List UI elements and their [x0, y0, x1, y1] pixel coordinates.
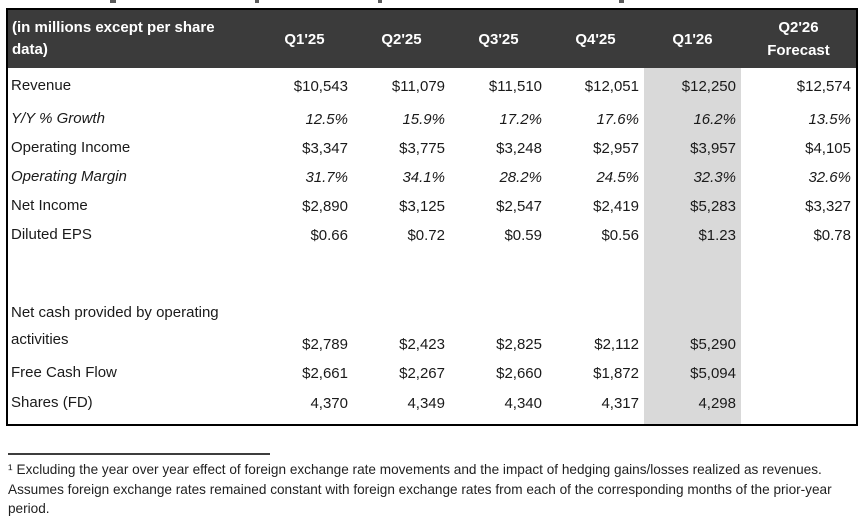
table-row: Shares (FD) 4,370 4,349 4,340 4,317 4,29…	[8, 388, 856, 418]
cell-q3-25: 28.2%	[499, 169, 542, 186]
cell-q4-25: $0.56	[601, 227, 639, 244]
cell-q2-26-forecast: $4,105	[805, 140, 851, 157]
cropped-text-remnant	[619, 0, 624, 3]
table-bottom-padding	[8, 418, 856, 424]
table-row: Net Income $2,890 $3,125 $2,547 $2,419 $…	[8, 192, 856, 221]
cell-q2-25: $2,267	[399, 364, 445, 382]
cell-q1-25: 4,370	[310, 394, 348, 412]
table-row: Y/Y % Growth 12.5% 15.9% 17.2% 17.6% 16.…	[8, 105, 856, 134]
cell-q1-26: $5,283	[690, 198, 736, 215]
cell-q1-26: $5,290	[690, 336, 736, 353]
footnote-divider	[8, 453, 270, 455]
cell-q2-25: 34.1%	[402, 169, 445, 186]
cell-q2-25: $2,423	[399, 336, 445, 353]
cell-q4-25: $1,872	[593, 364, 639, 382]
cell-q2-25: $0.72	[407, 227, 445, 244]
cell-q2-26-forecast: 13.5%	[808, 111, 851, 128]
cell-q1-25: $2,661	[302, 364, 348, 382]
cropped-text-remnant	[378, 0, 382, 3]
cell-q4-25: $2,112	[594, 336, 639, 353]
header-q1-25: Q1'25	[284, 30, 325, 48]
cell-q1-25: $2,789	[302, 336, 348, 353]
cell-q3-25: $2,547	[496, 198, 542, 215]
header-q1-26: Q1'26	[672, 30, 713, 48]
cell-q2-25: 4,349	[407, 394, 445, 412]
header-q2-26-forecast: Q2'26 Forecast	[741, 10, 856, 68]
cell-q1-26: $5,094	[690, 364, 736, 382]
cell-q1-26: $3,957	[690, 140, 736, 157]
table-body: Revenue $10,543 $11,079 $11,510 $12,051 …	[8, 68, 856, 424]
header-q2-26-forecast-label: Q2'26 Forecast	[767, 18, 830, 59]
cell-q3-25: $2,825	[496, 336, 542, 353]
cell-q4-25: 17.6%	[596, 111, 639, 128]
table-row: Net cash provided by operating activitie…	[8, 296, 856, 358]
cell-q4-25: $2,419	[593, 198, 639, 215]
table-row	[8, 250, 856, 296]
cell-q2-26-forecast: 32.6%	[808, 169, 851, 186]
cell-q3-25: $2,660	[496, 364, 542, 382]
row-label: Operating Margin	[11, 168, 127, 186]
cell-q2-25: 15.9%	[402, 111, 445, 128]
cell-q3-25: 4,340	[504, 394, 542, 412]
cell-q2-26-forecast: $3,327	[805, 198, 851, 215]
cell-q1-26: 16.2%	[693, 111, 736, 128]
cell-q2-26-forecast: $0.78	[813, 227, 851, 244]
footnote: ¹ Excluding the year over year effect of …	[8, 460, 854, 519]
cell-q4-25: $2,957	[593, 140, 639, 157]
table-row: Operating Income $3,347 $3,775 $3,248 $2…	[8, 134, 856, 163]
financial-summary-table: (in millions except per share data) Q1'2…	[6, 8, 858, 426]
cell-q4-25: $12,051	[584, 78, 639, 95]
cell-q4-25: 24.5%	[596, 169, 639, 186]
cell-q3-25: $0.59	[504, 227, 542, 244]
table-row: Free Cash Flow $2,661 $2,267 $2,660 $1,8…	[8, 358, 856, 388]
cell-q1-25: $10,543	[293, 78, 348, 95]
header-q2-25: Q2'25	[381, 30, 422, 48]
cell-q3-25: $3,248	[496, 140, 542, 157]
table-row: Operating Margin 31.7% 34.1% 28.2% 24.5%…	[8, 163, 856, 192]
cell-q1-26: 32.3%	[693, 169, 736, 186]
cell-q1-26: 4,298	[698, 394, 736, 412]
cell-q1-25: 31.7%	[305, 169, 348, 186]
row-label: Shares (FD)	[11, 393, 93, 411]
cell-q4-25: 4,317	[601, 394, 639, 412]
cell-q2-26-forecast: $12,574	[796, 78, 851, 95]
cell-q2-25: $11,079	[391, 78, 445, 95]
cell-q1-25: 12.5%	[305, 111, 348, 128]
cell-q2-25: $3,125	[399, 198, 445, 215]
header-q3-25: Q3'25	[478, 30, 519, 48]
cell-q1-25: $0.66	[310, 227, 348, 244]
q1-26-highlight-band	[644, 68, 741, 424]
row-label: Operating Income	[11, 139, 131, 157]
table-row: Diluted EPS $0.66 $0.72 $0.59 $0.56 $1.2…	[8, 221, 856, 250]
row-label: Net cash provided by operating activitie…	[11, 304, 219, 348]
row-label: Revenue	[11, 77, 72, 95]
table-row: Revenue $10,543 $11,079 $11,510 $12,051 …	[8, 68, 856, 105]
cell-q2-25: $3,775	[399, 140, 445, 157]
cell-q1-25: $2,890	[302, 198, 348, 215]
footnote-text: Excluding the year over year effect of f…	[8, 462, 832, 516]
row-label: Net Income	[11, 197, 88, 215]
row-label: Diluted EPS	[11, 226, 92, 244]
row-label: Y/Y % Growth	[11, 110, 105, 128]
cropped-text-remnant	[255, 0, 259, 3]
header-q4-25: Q4'25	[575, 30, 616, 48]
cell-q1-26: $1.23	[698, 227, 736, 244]
cell-q1-25: $3,347	[302, 140, 348, 157]
table-header-row: (in millions except per share data) Q1'2…	[8, 10, 856, 68]
cell-q1-26: $12,250	[681, 78, 736, 95]
row-label: Free Cash Flow	[11, 363, 117, 381]
cell-q3-25: $11,510	[488, 78, 542, 95]
cell-q3-25: 17.2%	[499, 111, 542, 128]
footnote-marker: ¹	[8, 462, 13, 477]
cropped-text-remnant	[110, 0, 116, 3]
header-units-label: (in millions except per share data)	[12, 18, 215, 59]
